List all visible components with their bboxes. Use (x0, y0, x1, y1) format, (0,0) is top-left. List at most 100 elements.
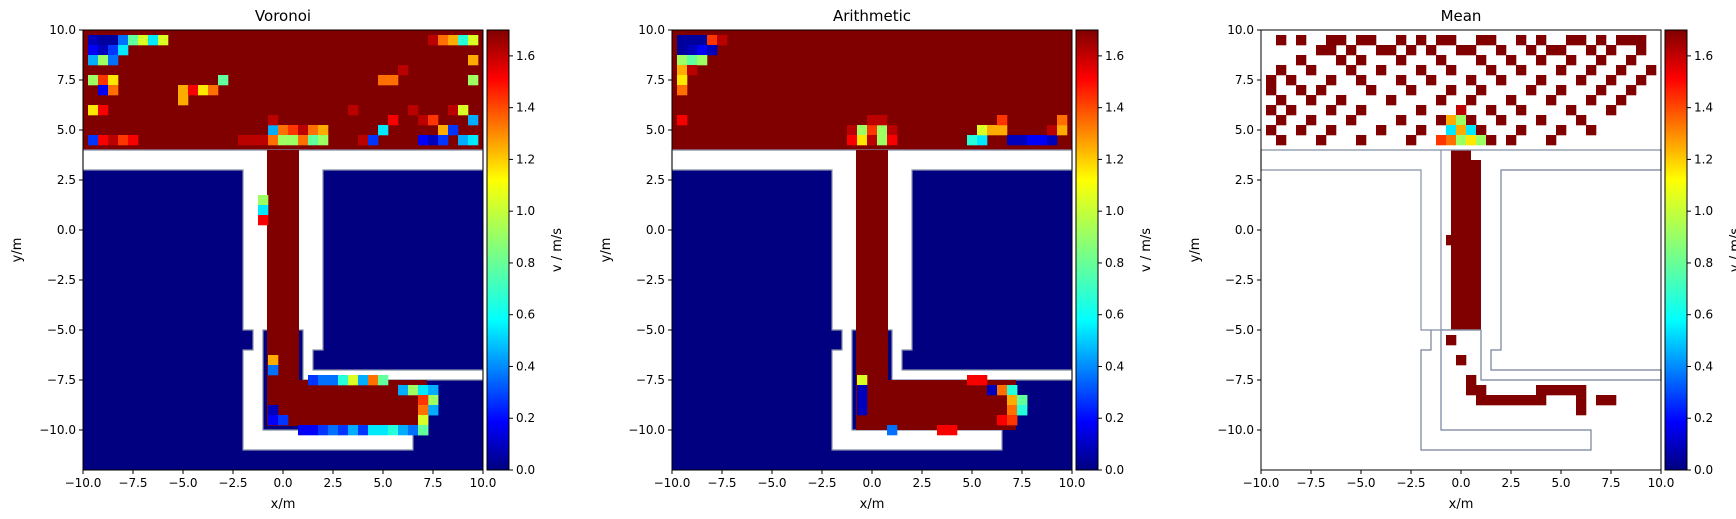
heatmap-cell (1496, 395, 1507, 406)
heatmap-cell (378, 125, 389, 136)
colorbar-tick-label: 1.4 (1105, 101, 1124, 115)
heatmap-cell (1356, 135, 1367, 146)
heatmap-cell (1416, 105, 1427, 116)
heatmap-cell (1456, 45, 1467, 56)
corridor-cell (348, 375, 359, 386)
heatmap-cell (1047, 125, 1058, 136)
heatmap-cell (1356, 35, 1367, 46)
heatmap-cell (1546, 135, 1557, 146)
heatmap-cell (1346, 115, 1357, 126)
colorbar-tick-label: 0.0 (516, 463, 535, 477)
heatmap-cell (388, 115, 399, 126)
heatmap-cell (877, 135, 888, 146)
heatmap-cell (1536, 75, 1547, 86)
heatmap-cell (1526, 85, 1537, 96)
y-tick-label: −2.5 (636, 273, 665, 287)
heatmap-cell (1486, 65, 1497, 76)
colorbar-tick-label: 1.2 (516, 152, 535, 166)
colorbar-gradient (1075, 29, 1099, 471)
heatmap-cell (418, 135, 429, 146)
heatmap-cell (1446, 125, 1457, 136)
heatmap-cell (857, 135, 868, 146)
heatmap-cell (707, 45, 718, 56)
heatmap-cell (1586, 125, 1597, 136)
heatmap-cell (1606, 45, 1617, 56)
corridor-cell (428, 405, 439, 416)
walkway-geometry (671, 149, 1073, 451)
heatmap-cell (1476, 135, 1487, 146)
heatmap-cell (1346, 45, 1357, 56)
heatmap-cell (88, 45, 99, 56)
panel-title: Mean (1441, 7, 1482, 25)
heatmap-cell (1466, 115, 1477, 126)
heatmap-cell (128, 35, 139, 46)
heatmap-cell (1536, 35, 1547, 46)
corridor-cell (388, 425, 399, 436)
heatmap-cell (1546, 95, 1557, 106)
heatmap-cell (298, 135, 309, 146)
colorbar-tick-label: 1.0 (1694, 204, 1713, 218)
heatmap-cell (458, 105, 469, 116)
corridor-cell (408, 385, 419, 396)
x-tick-label: −2.5 (807, 476, 836, 490)
heatmap-cell (1356, 55, 1367, 66)
heatmap-cell (1366, 35, 1377, 46)
corridor-cell (268, 355, 279, 366)
colorbar-tick-label: 0.8 (516, 256, 535, 270)
heatmap-cell (1466, 95, 1477, 106)
heatmap-cell (707, 35, 718, 46)
heatmap-cell (1566, 385, 1577, 396)
heatmap-cell (1436, 115, 1447, 126)
heatmap-cell (1426, 75, 1437, 86)
heatmap-cell (677, 75, 688, 86)
corridor-cell (318, 375, 329, 386)
heatmap-cell (1326, 105, 1337, 116)
y-axis: −10.0 −7.5 −5.0 −2.5 0.0 2.5 5.0 7.5 10.0 (39, 23, 83, 437)
heatmap-cell (1576, 405, 1587, 416)
x-tick-label: −5.0 (1346, 476, 1375, 490)
colorbar-tick-label: 0.2 (1694, 411, 1713, 425)
heatmap-cell (348, 105, 359, 116)
heatmap-cell (1506, 395, 1517, 406)
heatmap-cell (1446, 335, 1457, 346)
y-tick-label: 10.0 (1227, 23, 1254, 37)
colorbar-tick-label: 1.4 (1694, 101, 1713, 115)
corridor-cell (258, 205, 269, 216)
heatmap-cell (468, 115, 479, 126)
colorbar-tick-label: 1.2 (1105, 152, 1124, 166)
heatmap-cell (468, 35, 479, 46)
colorbar-tick-label: 0.4 (1105, 359, 1124, 373)
heatmap-cell (1276, 35, 1287, 46)
colorbar-gradient (486, 29, 510, 471)
heatmap-cell (88, 135, 99, 146)
heatmap-cell (1596, 395, 1607, 406)
heatmap-cells (1266, 35, 1657, 416)
corridor-flow (267, 150, 299, 380)
colorbar-ticks: 0.0 0.2 0.4 0.6 0.8 1.0 1.2 1.4 1.6 (509, 49, 535, 477)
colorbar-ticks: 0.0 0.2 0.4 0.6 0.8 1.0 1.2 1.4 1.6 (1098, 49, 1124, 477)
heatmap-cell (977, 125, 988, 136)
x-tick-label: 5.0 (962, 476, 981, 490)
heatmap-cell (398, 65, 409, 76)
colorbar-label: v / m/s (1728, 228, 1736, 272)
x-tick-label: 0.0 (1451, 476, 1470, 490)
heatmap-cell (208, 85, 219, 96)
colorbar: 0.0 0.2 0.4 0.6 0.8 1.0 1.2 1.4 1.6 v / m/s (1075, 29, 1154, 477)
heatmap-cell (368, 135, 379, 146)
corridor-cell (328, 375, 339, 386)
heatmap-cell (1057, 125, 1068, 136)
colorbar-tick-label: 0.8 (1694, 256, 1713, 270)
heatmap-cell (178, 95, 189, 106)
heatmap-cell (1376, 125, 1387, 136)
heatmap-cell (1266, 75, 1277, 86)
heatmap-cell (1436, 35, 1447, 46)
heatmap-cell (1446, 135, 1457, 146)
corridor-cell (258, 215, 269, 226)
heatmap-cell (1466, 75, 1477, 86)
corridor-cell (947, 425, 958, 436)
y-axis: −10.0 −7.5 −5.0 −2.5 0.0 2.5 5.0 7.5 10.0 (1217, 23, 1261, 437)
corridor-cell (418, 425, 429, 436)
heatmap-cell (1526, 45, 1537, 56)
x-tick-label: 2.5 (323, 476, 342, 490)
heatmap-cell (1466, 45, 1477, 56)
